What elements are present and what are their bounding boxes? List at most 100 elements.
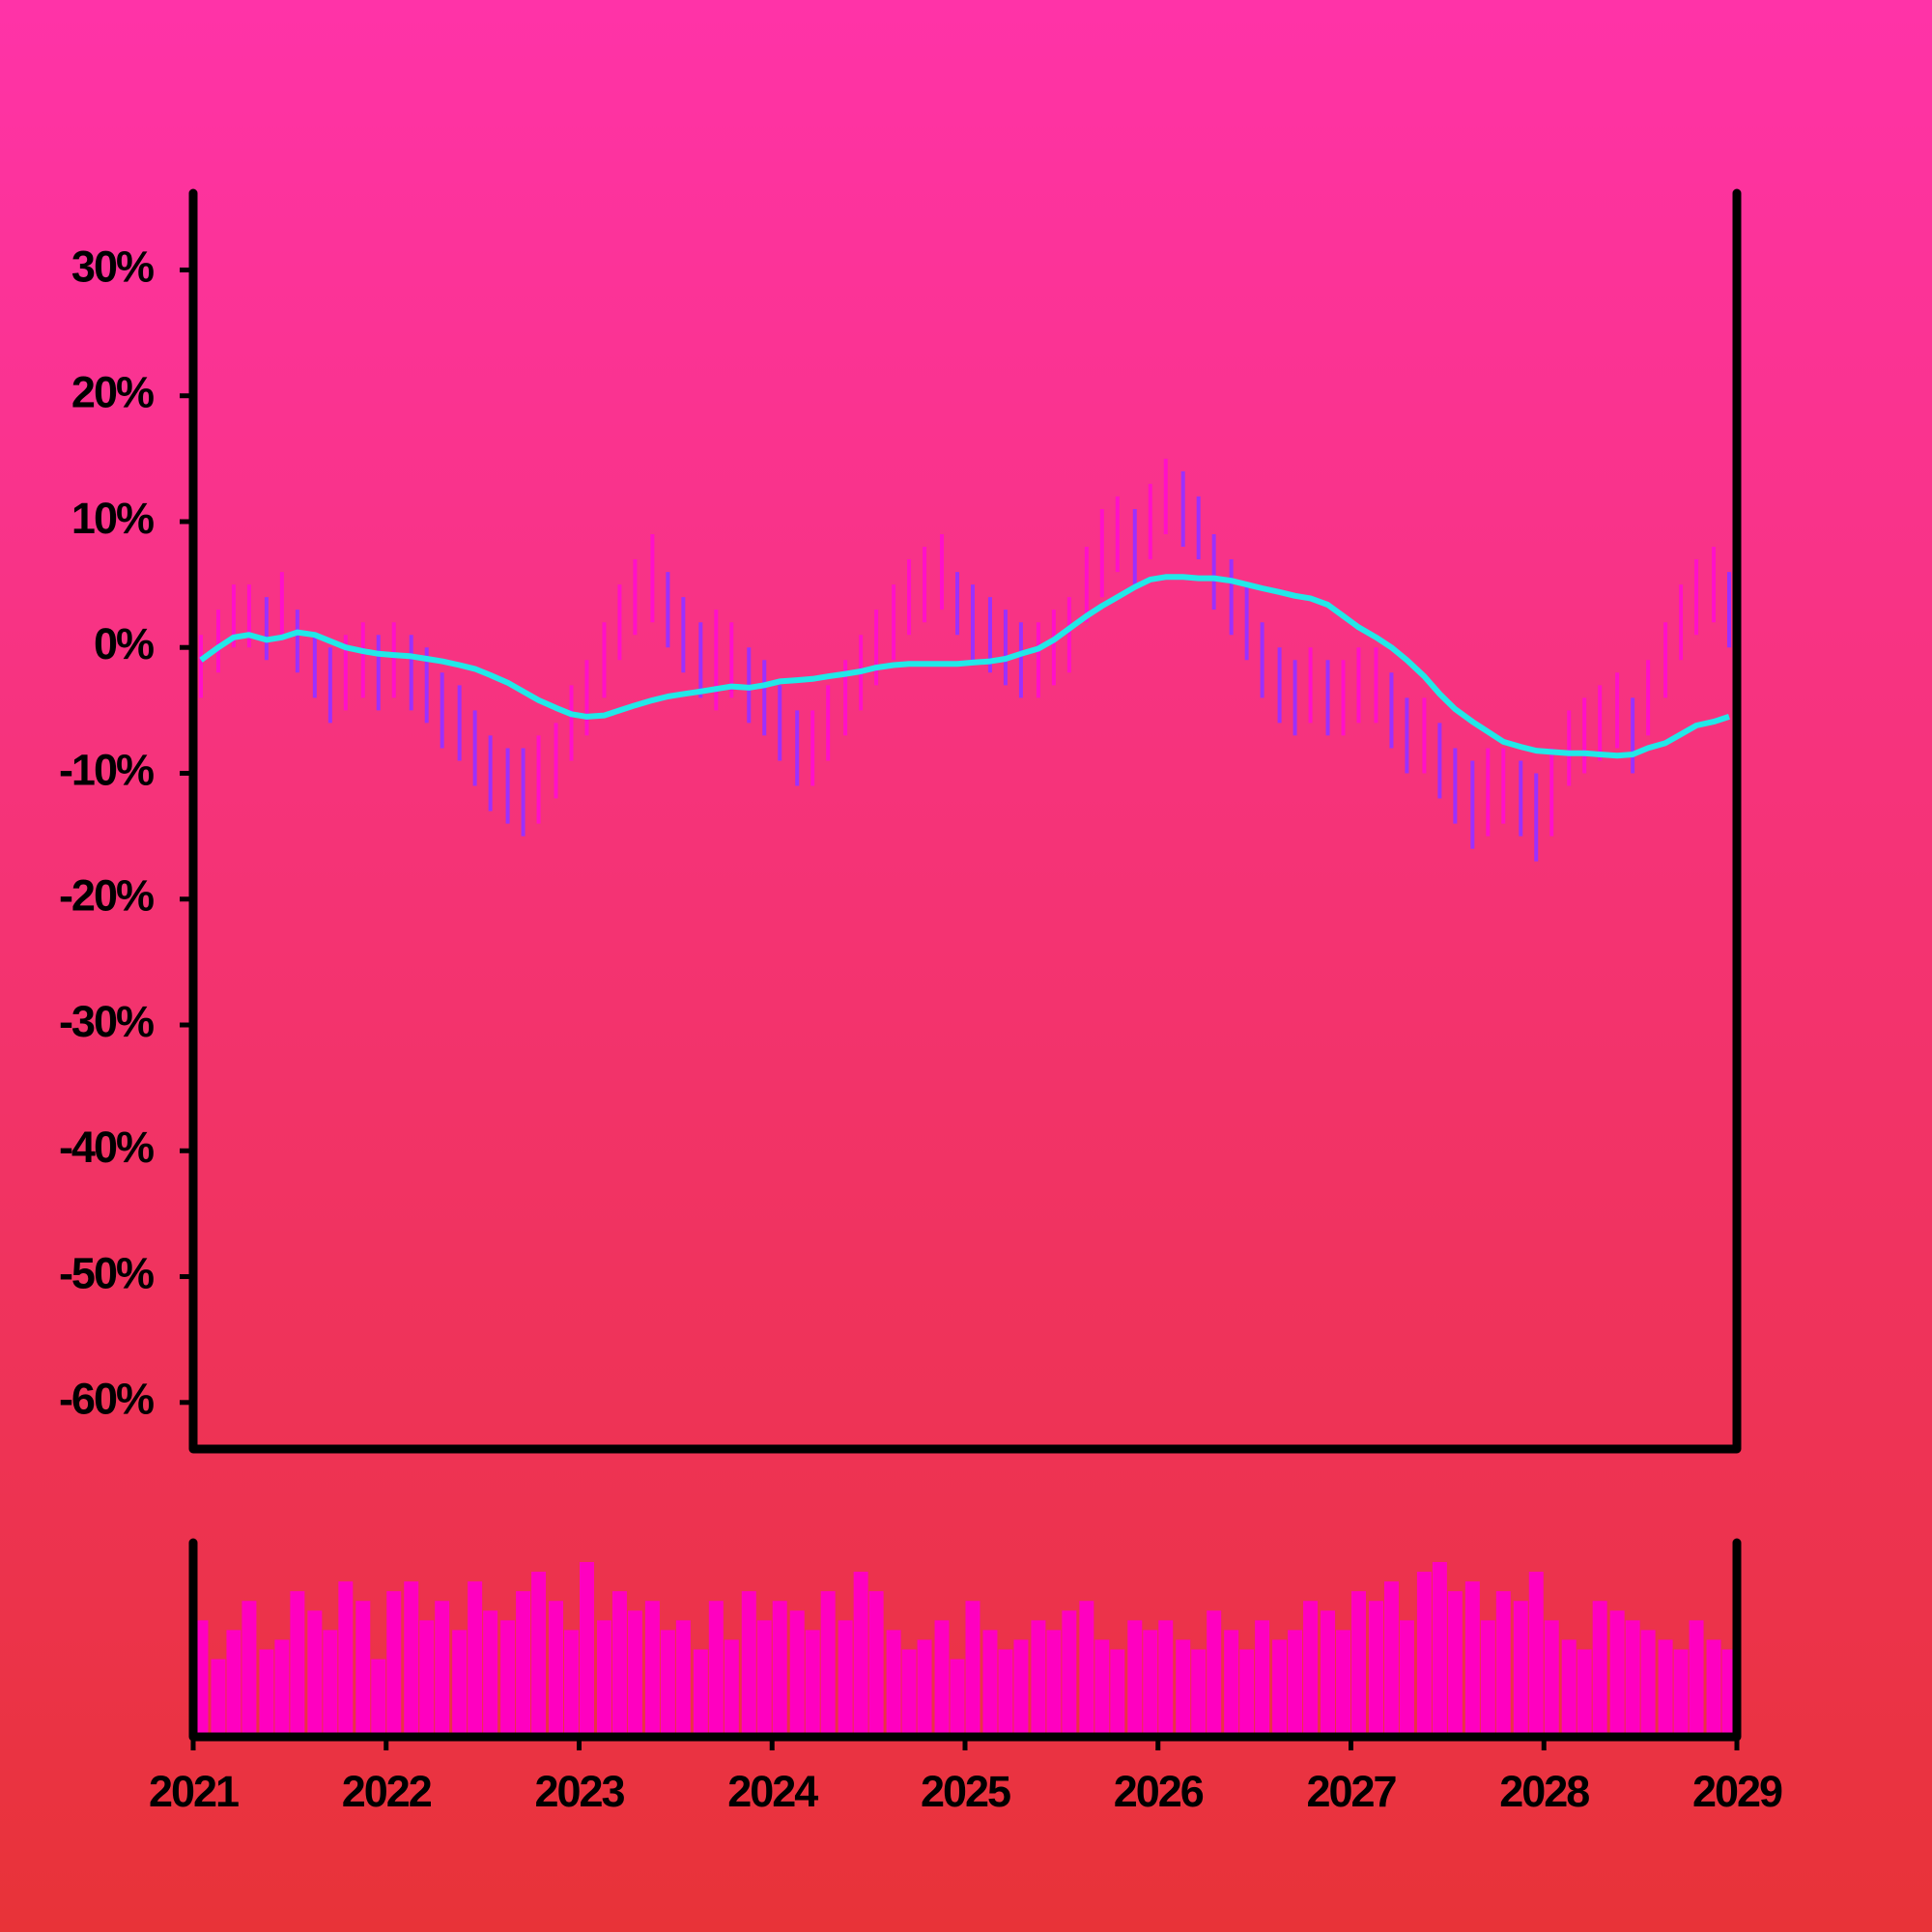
volume-bar [917, 1639, 932, 1737]
volume-bar [404, 1581, 419, 1737]
volume-bar [1143, 1630, 1158, 1737]
moving-average [199, 574, 1730, 759]
volume-bar [950, 1659, 965, 1737]
volume-bar [1399, 1620, 1414, 1737]
volume-bar [1625, 1620, 1640, 1737]
y-tick-label: -20% [59, 871, 154, 921]
volume-bar [1480, 1620, 1495, 1737]
volume-bar [1255, 1620, 1270, 1737]
volume-bar [500, 1620, 516, 1737]
volume-bar [371, 1659, 386, 1737]
volume-bar [772, 1601, 787, 1737]
y-tick-label: -30% [59, 997, 154, 1046]
volume-bar [644, 1601, 660, 1737]
volume-bar [611, 1591, 627, 1737]
volume-bar [805, 1630, 820, 1737]
volume-bar [1272, 1639, 1288, 1737]
volume-bar [756, 1620, 772, 1737]
volume-bar [1176, 1639, 1191, 1737]
volume-bar [838, 1620, 853, 1737]
volume-bar [242, 1601, 257, 1737]
volume-bar [1495, 1591, 1511, 1737]
volume-bar [934, 1620, 950, 1737]
volume-bar [1368, 1601, 1383, 1737]
volume-bar [789, 1610, 805, 1737]
volume-bar [1031, 1620, 1046, 1737]
volume-bar [660, 1630, 675, 1737]
x-tick-label: 2027 [1306, 1767, 1396, 1816]
volume-bar [1416, 1572, 1432, 1737]
volume-bar [853, 1572, 868, 1737]
volume-bar [693, 1649, 708, 1737]
y-tick-label: -50% [59, 1248, 154, 1297]
x-tick-label: 2028 [1499, 1767, 1589, 1816]
volume-bar [516, 1591, 531, 1737]
volume-bar [1094, 1639, 1110, 1737]
volume-bar [419, 1620, 435, 1737]
volume-bar [708, 1601, 724, 1737]
volume-bar [468, 1581, 483, 1737]
volume-bar [1191, 1649, 1207, 1737]
x-tick-label: 2022 [342, 1767, 432, 1816]
volume-bar [338, 1581, 354, 1737]
volume-bar [355, 1601, 371, 1737]
volume-bar [1544, 1620, 1559, 1737]
volume-bar [1706, 1639, 1721, 1737]
volume-bar [965, 1601, 980, 1737]
x-tick-label: 2029 [1692, 1767, 1782, 1816]
volume-bar [1609, 1610, 1625, 1737]
price-axes [188, 188, 1742, 1454]
volume-bar [531, 1572, 547, 1737]
y-tick-label: 0% [94, 619, 154, 668]
volume-bar [820, 1591, 836, 1737]
x-tick-label: 2023 [534, 1767, 624, 1816]
volume-bar [886, 1630, 901, 1737]
volume-bar [1239, 1649, 1255, 1737]
volume-bar [1561, 1639, 1577, 1737]
y-tick-label: -40% [59, 1122, 154, 1172]
volume-bar [1673, 1649, 1689, 1737]
volume-bar [307, 1610, 323, 1737]
volume-bar [323, 1630, 338, 1737]
volume-bar [1079, 1601, 1094, 1737]
volume-bar [741, 1591, 756, 1737]
volume-bar [1207, 1610, 1222, 1737]
y-tick-label: 20% [71, 368, 154, 417]
volume-bar [1592, 1601, 1607, 1737]
volume-bar [1303, 1601, 1319, 1737]
volume-bar [452, 1630, 468, 1737]
volume-bar [982, 1630, 998, 1737]
volume-bar [226, 1630, 242, 1737]
volume-bar [1321, 1610, 1336, 1737]
volume-bar [1127, 1620, 1143, 1737]
volume-bar [1288, 1630, 1303, 1737]
volume-bar [1577, 1649, 1592, 1737]
volume-bar [1528, 1572, 1544, 1737]
volume-bar [290, 1591, 305, 1737]
volume-bar [1158, 1620, 1174, 1737]
volume-bar [1350, 1591, 1366, 1737]
x-tick-label: 2026 [1114, 1767, 1204, 1816]
volume-bar [724, 1639, 739, 1737]
volume-bar [901, 1649, 917, 1737]
volume-bar [868, 1591, 884, 1737]
volume-bar [596, 1620, 611, 1737]
volume-bar [1432, 1562, 1447, 1737]
y-tick-label: 10% [71, 494, 154, 543]
volume-bar [1640, 1630, 1656, 1737]
volume-bar [1224, 1630, 1239, 1737]
volume-bar [1013, 1639, 1029, 1737]
volume-bar [564, 1630, 580, 1737]
x-tick-label: 2025 [921, 1767, 1010, 1816]
volume-bar [627, 1610, 642, 1737]
volume-bar [259, 1649, 274, 1737]
volume-bar [579, 1562, 594, 1737]
y-tick-label: 30% [71, 242, 154, 291]
volume-bar [483, 1610, 498, 1737]
y-tick-label: -10% [59, 745, 154, 794]
volume-axes [188, 1538, 1742, 1742]
volume-bar [1658, 1639, 1673, 1737]
volume-bar [1110, 1649, 1125, 1737]
volume-bar [435, 1601, 450, 1737]
